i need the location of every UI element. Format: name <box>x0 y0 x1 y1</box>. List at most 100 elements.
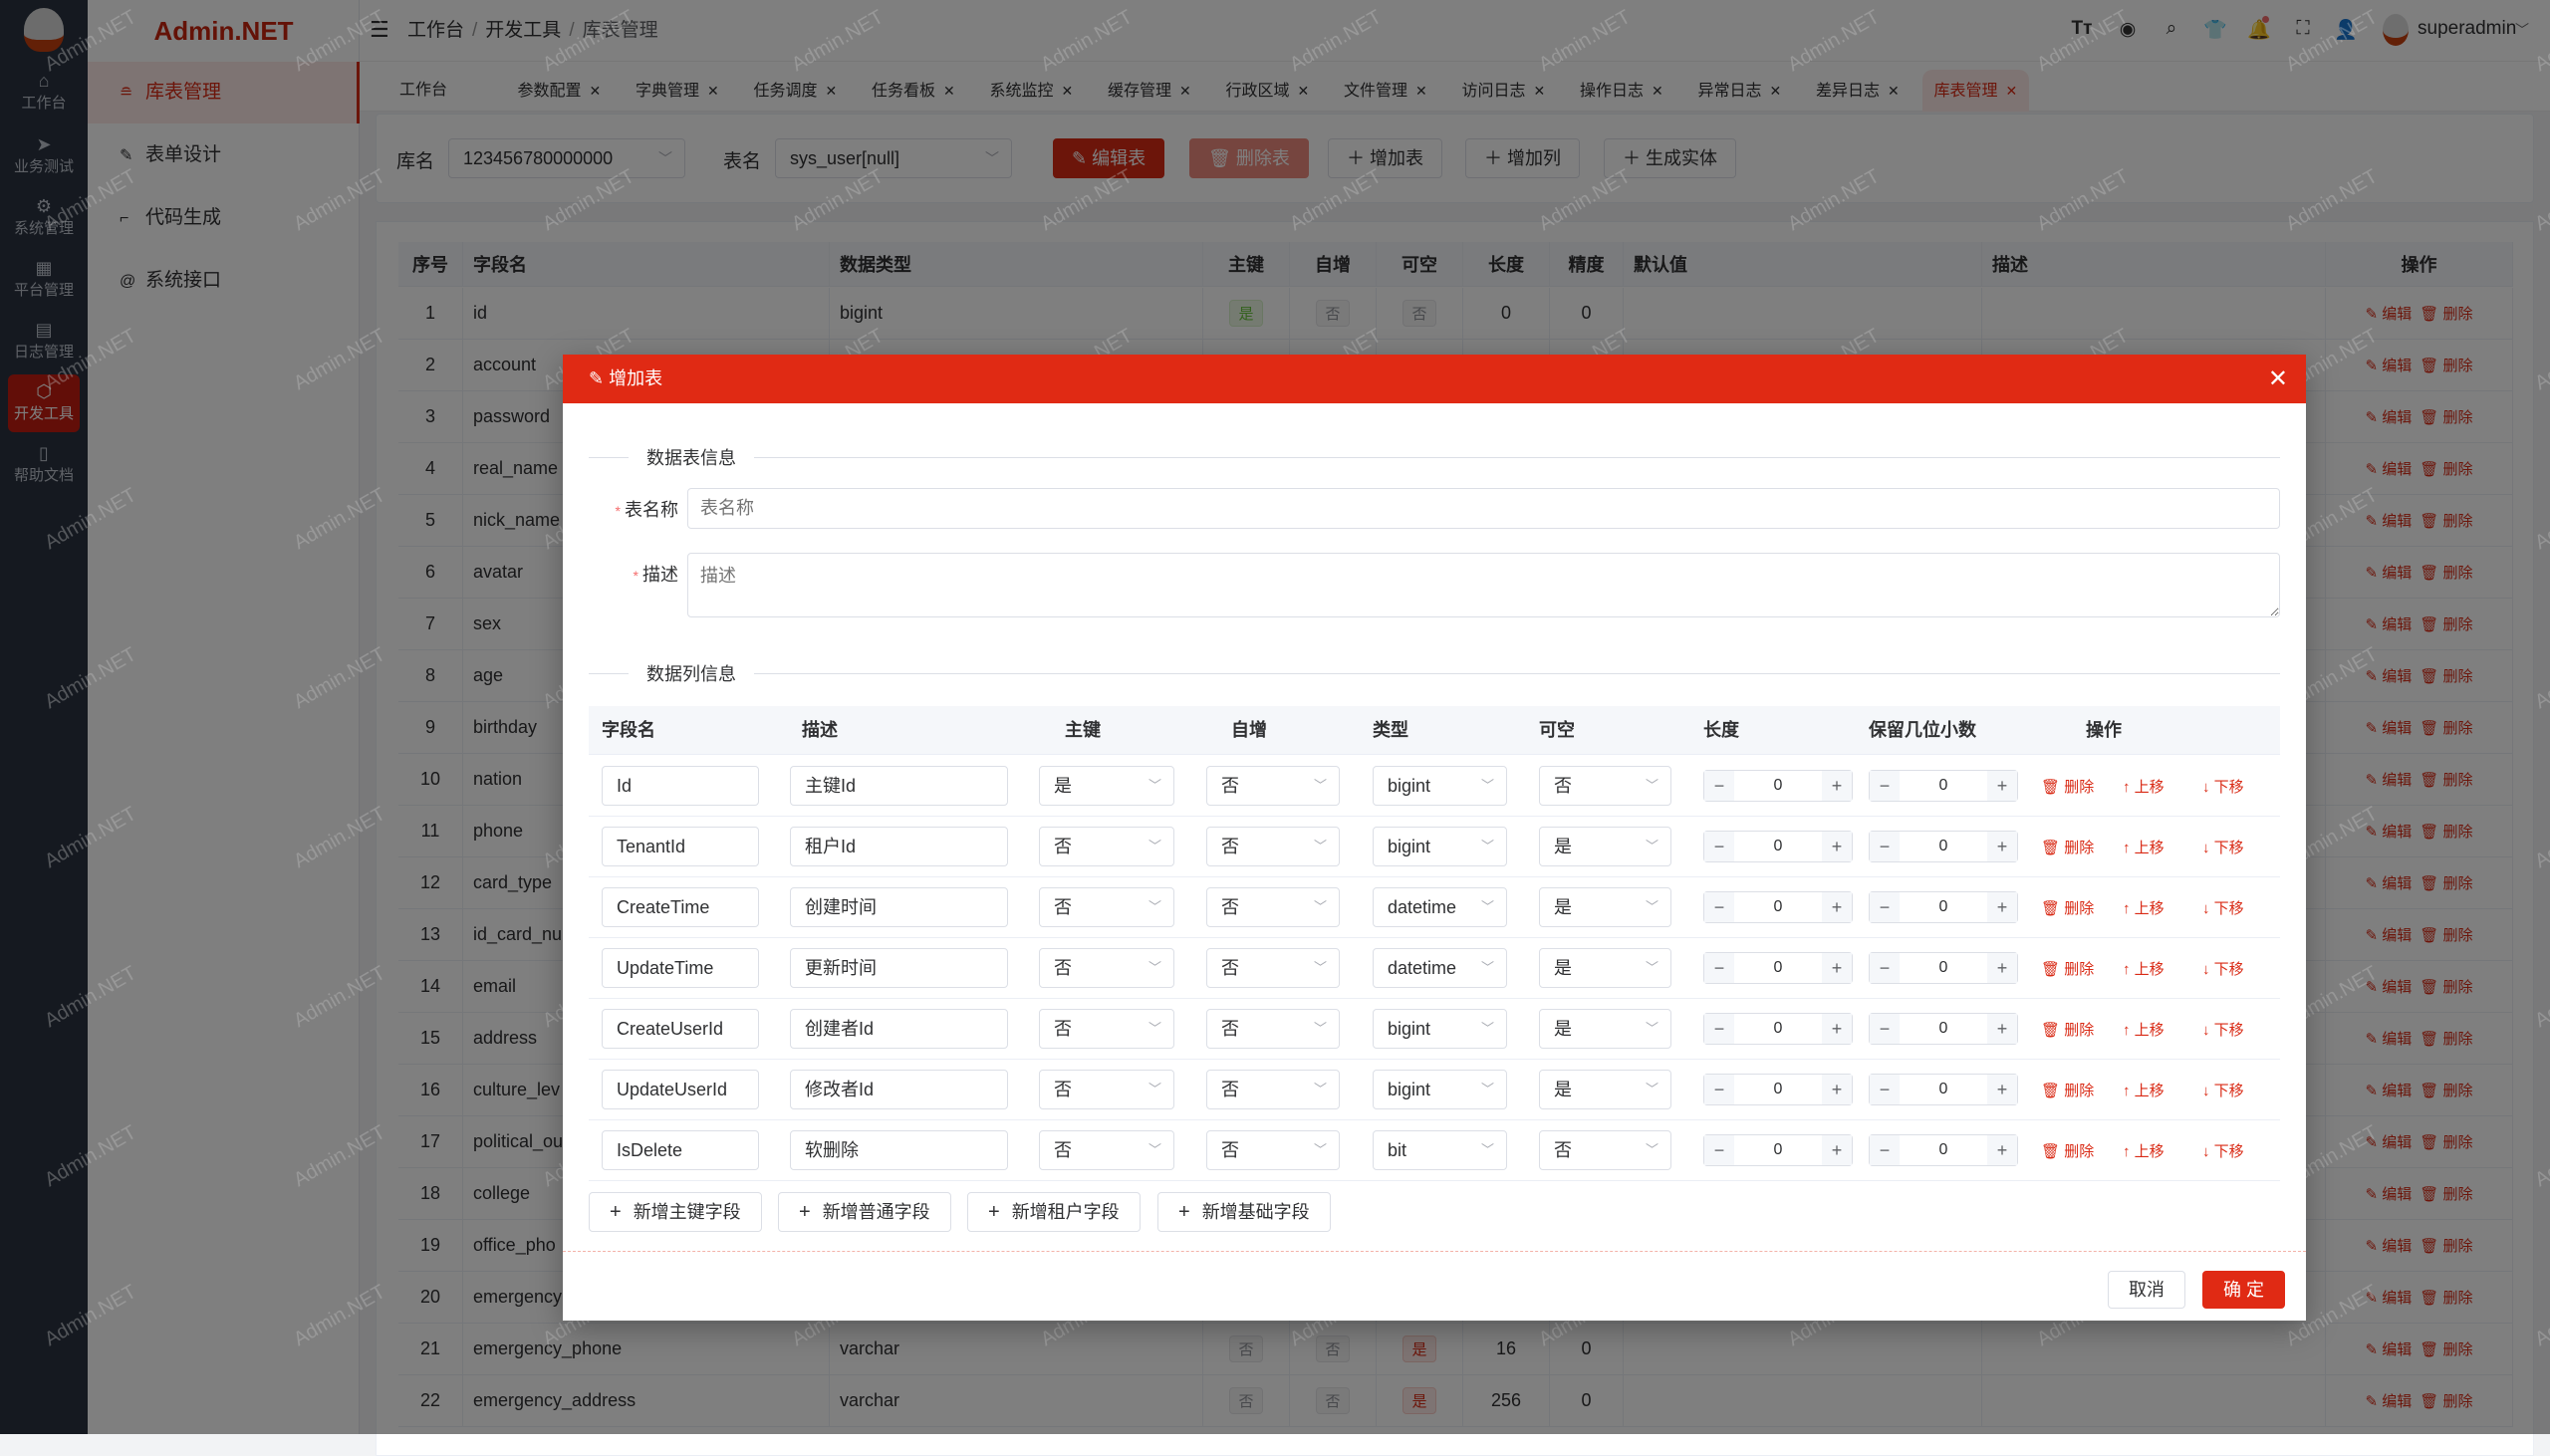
description-textarea[interactable] <box>687 553 2280 617</box>
field-name-input[interactable]: UpdateTime <box>602 948 759 988</box>
cancel-button[interactable]: 取消 <box>2108 1271 2185 1309</box>
increment-button[interactable]: + <box>1987 953 2017 983</box>
down-row-button[interactable]: ↓ 下移 <box>2202 776 2244 797</box>
decrement-button[interactable]: − <box>1704 892 1734 922</box>
field-name-input[interactable]: Id <box>602 766 759 806</box>
increment-button[interactable]: + <box>1822 771 1852 801</box>
increment-button[interactable]: + <box>1987 1014 2017 1044</box>
field-pk-select[interactable]: 否 ﹀ <box>1039 1009 1174 1049</box>
field-type-select[interactable]: bigint ﹀ <box>1373 766 1507 806</box>
increment-button[interactable]: + <box>1822 832 1852 861</box>
field-pk-select[interactable]: 否 ﹀ <box>1039 827 1174 866</box>
field-len-stepper[interactable]: − 0 + <box>1703 1134 1853 1166</box>
field-pk-select[interactable]: 否 ﹀ <box>1039 887 1174 927</box>
increment-button[interactable]: + <box>1987 771 2017 801</box>
field-pk-select[interactable]: 否 ﹀ <box>1039 1070 1174 1109</box>
decrement-button[interactable]: − <box>1870 771 1900 801</box>
add-field-button-1[interactable]: + 新增普通字段 <box>778 1192 951 1232</box>
decrement-button[interactable]: − <box>1704 1014 1734 1044</box>
close-icon[interactable]: ✕ <box>2267 365 2288 392</box>
field-desc-input[interactable]: 主键Id <box>790 766 1008 806</box>
delete-row-button[interactable]: 🗑 删除 <box>2041 1140 2094 1161</box>
field-type-select[interactable]: bigint ﹀ <box>1373 1070 1507 1109</box>
field-inc-select[interactable]: 否 ﹀ <box>1206 1070 1340 1109</box>
decrement-button[interactable]: − <box>1704 1135 1734 1165</box>
up-row-button[interactable]: ↑ 上移 <box>2123 1019 2165 1040</box>
field-dec-stepper[interactable]: − 0 + <box>1869 952 2018 984</box>
delete-row-button[interactable]: 🗑 删除 <box>2041 776 2094 797</box>
field-null-select[interactable]: 是 ﹀ <box>1539 827 1671 866</box>
delete-row-button[interactable]: 🗑 删除 <box>2041 1080 2094 1100</box>
field-desc-input[interactable]: 创建者Id <box>790 1009 1008 1049</box>
field-type-select[interactable]: bit ﹀ <box>1373 1130 1507 1170</box>
field-len-stepper[interactable]: − 0 + <box>1703 891 1853 923</box>
field-inc-select[interactable]: 否 ﹀ <box>1206 1130 1340 1170</box>
confirm-button[interactable]: 确 定 <box>2202 1271 2286 1309</box>
field-type-select[interactable]: bigint ﹀ <box>1373 1009 1507 1049</box>
field-null-select[interactable]: 否 ﹀ <box>1539 766 1671 806</box>
decrement-button[interactable]: − <box>1870 953 1900 983</box>
field-desc-input[interactable]: 更新时间 <box>790 948 1008 988</box>
decrement-button[interactable]: − <box>1870 1014 1900 1044</box>
down-row-button[interactable]: ↓ 下移 <box>2202 837 2244 857</box>
decrement-button[interactable]: − <box>1704 832 1734 861</box>
field-inc-select[interactable]: 否 ﹀ <box>1206 766 1340 806</box>
field-name-input[interactable]: TenantId <box>602 827 759 866</box>
field-len-stepper[interactable]: − 0 + <box>1703 1013 1853 1045</box>
down-row-button[interactable]: ↓ 下移 <box>2202 897 2244 918</box>
up-row-button[interactable]: ↑ 上移 <box>2123 897 2165 918</box>
field-len-stepper[interactable]: − 0 + <box>1703 770 1853 802</box>
up-row-button[interactable]: ↑ 上移 <box>2123 776 2165 797</box>
field-name-input[interactable]: CreateUserId <box>602 1009 759 1049</box>
field-null-select[interactable]: 是 ﹀ <box>1539 887 1671 927</box>
decrement-button[interactable]: − <box>1704 1075 1734 1104</box>
up-row-button[interactable]: ↑ 上移 <box>2123 837 2165 857</box>
down-row-button[interactable]: ↓ 下移 <box>2202 1140 2244 1161</box>
field-desc-input[interactable]: 软删除 <box>790 1130 1008 1170</box>
increment-button[interactable]: + <box>1822 1075 1852 1104</box>
field-name-input[interactable]: CreateTime <box>602 887 759 927</box>
field-inc-select[interactable]: 否 ﹀ <box>1206 948 1340 988</box>
field-type-select[interactable]: datetime ﹀ <box>1373 948 1507 988</box>
delete-row-button[interactable]: 🗑 删除 <box>2041 958 2094 979</box>
decrement-button[interactable]: − <box>1870 892 1900 922</box>
increment-button[interactable]: + <box>1987 1075 2017 1104</box>
table-name-input[interactable] <box>687 488 2280 529</box>
delete-row-button[interactable]: 🗑 删除 <box>2041 897 2094 918</box>
decrement-button[interactable]: − <box>1704 771 1734 801</box>
field-dec-stepper[interactable]: − 0 + <box>1869 891 2018 923</box>
down-row-button[interactable]: ↓ 下移 <box>2202 1080 2244 1100</box>
field-null-select[interactable]: 是 ﹀ <box>1539 1009 1671 1049</box>
field-null-select[interactable]: 是 ﹀ <box>1539 1070 1671 1109</box>
field-inc-select[interactable]: 否 ﹀ <box>1206 887 1340 927</box>
field-dec-stepper[interactable]: − 0 + <box>1869 770 2018 802</box>
field-name-input[interactable]: UpdateUserId <box>602 1070 759 1109</box>
increment-button[interactable]: + <box>1987 832 2017 861</box>
up-row-button[interactable]: ↑ 上移 <box>2123 958 2165 979</box>
field-len-stepper[interactable]: − 0 + <box>1703 831 1853 862</box>
down-row-button[interactable]: ↓ 下移 <box>2202 958 2244 979</box>
field-len-stepper[interactable]: − 0 + <box>1703 952 1853 984</box>
field-desc-input[interactable]: 创建时间 <box>790 887 1008 927</box>
field-type-select[interactable]: datetime ﹀ <box>1373 887 1507 927</box>
decrement-button[interactable]: − <box>1704 953 1734 983</box>
field-null-select[interactable]: 否 ﹀ <box>1539 1130 1671 1170</box>
increment-button[interactable]: + <box>1822 1135 1852 1165</box>
field-dec-stepper[interactable]: − 0 + <box>1869 1134 2018 1166</box>
add-field-button-2[interactable]: + 新增租户字段 <box>967 1192 1141 1232</box>
up-row-button[interactable]: ↑ 上移 <box>2123 1140 2165 1161</box>
increment-button[interactable]: + <box>1987 1135 2017 1165</box>
delete-row-button[interactable]: 🗑 删除 <box>2041 837 2094 857</box>
down-row-button[interactable]: ↓ 下移 <box>2202 1019 2244 1040</box>
field-pk-select[interactable]: 是 ﹀ <box>1039 766 1174 806</box>
field-inc-select[interactable]: 否 ﹀ <box>1206 827 1340 866</box>
delete-row-button[interactable]: 🗑 删除 <box>2041 1019 2094 1040</box>
field-inc-select[interactable]: 否 ﹀ <box>1206 1009 1340 1049</box>
field-dec-stepper[interactable]: − 0 + <box>1869 831 2018 862</box>
increment-button[interactable]: + <box>1987 892 2017 922</box>
add-field-button-0[interactable]: + 新增主键字段 <box>589 1192 762 1232</box>
add-field-button-3[interactable]: + 新增基础字段 <box>1157 1192 1331 1232</box>
field-dec-stepper[interactable]: − 0 + <box>1869 1013 2018 1045</box>
field-type-select[interactable]: bigint ﹀ <box>1373 827 1507 866</box>
field-null-select[interactable]: 是 ﹀ <box>1539 948 1671 988</box>
